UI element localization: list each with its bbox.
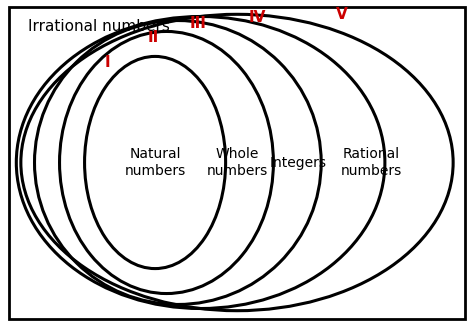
Text: Irrational numbers: Irrational numbers	[27, 19, 170, 34]
Text: Integers: Integers	[270, 155, 327, 170]
Text: IV: IV	[249, 10, 266, 25]
Text: Natural
numbers: Natural numbers	[125, 148, 186, 177]
Text: I: I	[104, 55, 110, 70]
Text: Rational
numbers: Rational numbers	[341, 148, 402, 177]
Text: II: II	[147, 30, 158, 45]
Text: Whole
numbers: Whole numbers	[206, 148, 268, 177]
Text: III: III	[190, 16, 207, 31]
Text: V: V	[336, 7, 347, 22]
